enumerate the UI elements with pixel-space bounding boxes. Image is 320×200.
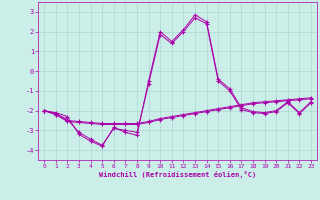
X-axis label: Windchill (Refroidissement éolien,°C): Windchill (Refroidissement éolien,°C): [99, 171, 256, 178]
